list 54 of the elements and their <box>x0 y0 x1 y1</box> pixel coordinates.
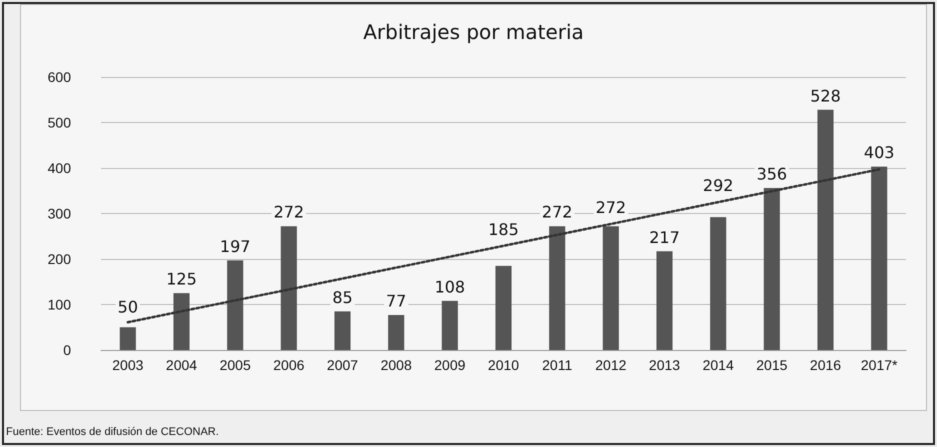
x-tick-label: 2015 <box>756 357 788 373</box>
data-label: 50 <box>118 297 138 316</box>
bar <box>120 327 136 350</box>
data-label: 356 <box>756 164 788 184</box>
bar <box>280 226 297 350</box>
x-tick-label: 2013 <box>648 357 680 373</box>
x-tick-label: 2005 <box>220 357 251 373</box>
bar <box>442 300 458 350</box>
x-tick-label: 2014 <box>702 357 734 373</box>
x-tick-label: 2008 <box>380 357 412 373</box>
bar <box>764 188 780 350</box>
bar <box>173 293 190 350</box>
data-label: 197 <box>220 236 250 256</box>
x-tick-label: 2012 <box>595 357 627 373</box>
data-label: 272 <box>542 202 572 222</box>
bar <box>549 226 566 350</box>
x-tick-label: 2003 <box>112 357 144 373</box>
y-tick-label: 600 <box>48 69 72 85</box>
y-tick-label: 200 <box>48 251 72 267</box>
data-label: 108 <box>434 277 466 296</box>
x-tick-label: 2011 <box>542 357 572 373</box>
y-tick-label: 100 <box>48 296 72 312</box>
data-label: 292 <box>702 176 734 196</box>
y-tick-label: 500 <box>48 114 72 130</box>
x-tick-label: 2004 <box>166 357 198 373</box>
source-note: Fuente: Eventos de difusión de CECONAR. <box>6 426 219 438</box>
x-tick-label: 2010 <box>488 357 520 373</box>
y-tick-label: 300 <box>48 206 72 222</box>
x-tick-label: 2009 <box>434 357 466 373</box>
data-label: 217 <box>649 228 680 247</box>
x-tick-label: 2006 <box>273 357 305 373</box>
bar <box>656 251 673 350</box>
data-label: 272 <box>596 198 626 217</box>
bar <box>495 266 512 350</box>
y-tick-label: 0 <box>63 342 72 358</box>
data-label: 403 <box>864 143 894 162</box>
x-tick-label: 2017* <box>860 357 898 373</box>
data-label: 125 <box>166 270 197 289</box>
bar <box>871 166 888 350</box>
x-tick-label: 2016 <box>810 357 842 373</box>
bar <box>602 226 619 350</box>
data-label: 272 <box>274 202 304 222</box>
bar <box>227 260 244 350</box>
data-label: 528 <box>810 86 841 106</box>
bar <box>334 311 351 350</box>
x-tick-label: 2007 <box>326 357 358 373</box>
bar <box>710 217 726 350</box>
data-label: 85 <box>332 288 353 307</box>
data-label: 77 <box>386 291 406 310</box>
data-label: 185 <box>488 220 519 239</box>
bar <box>388 314 404 350</box>
bar <box>817 110 834 350</box>
y-tick-label: 400 <box>48 160 72 176</box>
chart-title: Arbitrajes por materia <box>363 20 584 44</box>
